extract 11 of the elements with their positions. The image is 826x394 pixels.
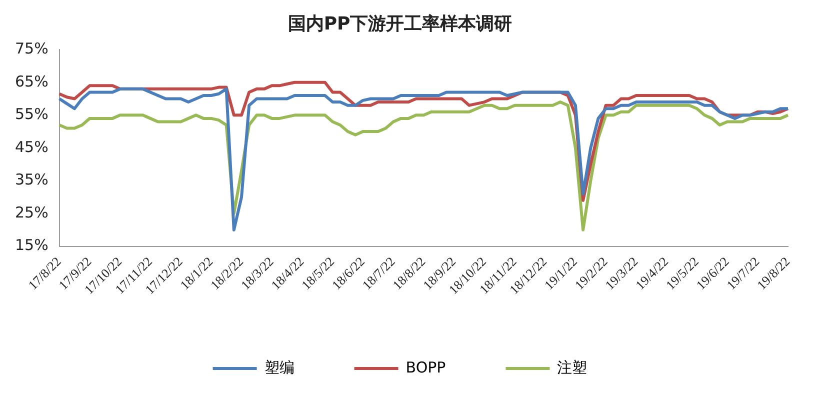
y-tick-label: 35% xyxy=(14,170,48,189)
y-tick-label: 45% xyxy=(14,138,48,156)
y-tick-label: 75% xyxy=(14,39,48,58)
y-tick-label: 25% xyxy=(14,203,48,222)
legend-label: BOPP xyxy=(406,358,446,376)
legend-label: 注塑 xyxy=(557,358,588,376)
legend-label: 塑编 xyxy=(264,358,294,376)
y-tick-label: 65% xyxy=(14,72,48,90)
y-tick-label: 55% xyxy=(14,105,48,124)
chart-title: 国内PP下游开工率样本调研 xyxy=(288,13,512,34)
y-tick-label: 15% xyxy=(14,236,48,254)
